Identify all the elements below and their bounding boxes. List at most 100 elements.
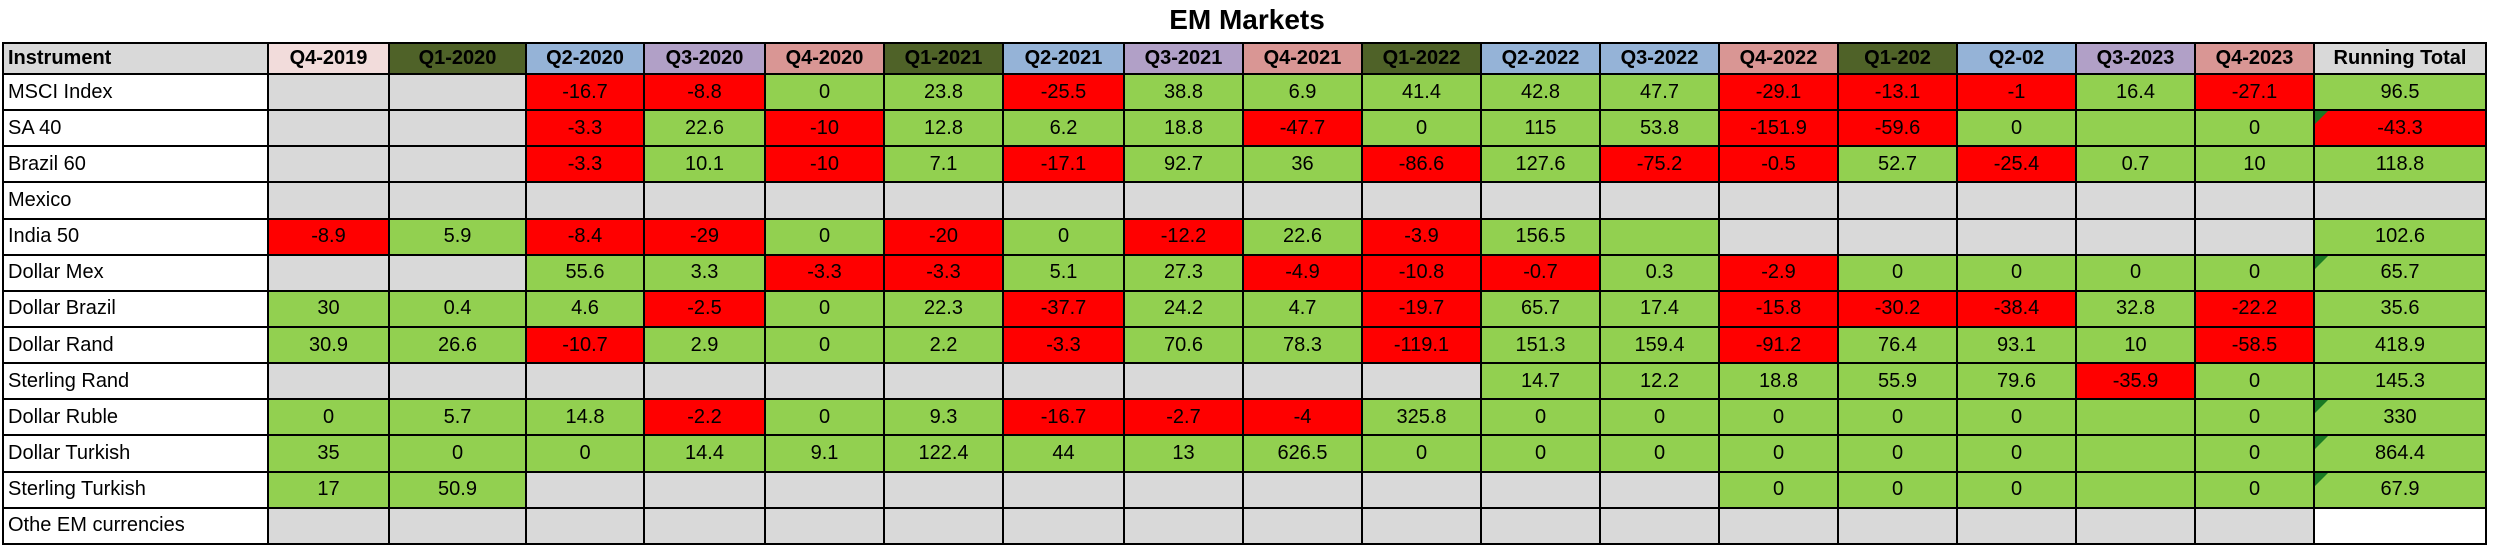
cell-india-50-q3-2020[interactable]: -29 <box>643 217 766 256</box>
cell-india-50-q4-2019[interactable]: -8.9 <box>267 217 390 256</box>
cell-dollar-mex-q4-2022[interactable]: -2.9 <box>1718 253 1839 292</box>
cell-dollar-turkish-q1-2020[interactable]: 0 <box>388 434 527 473</box>
cell-dollar-turkish-q3-2021[interactable]: 13 <box>1123 434 1244 473</box>
cell-dollar-ruble-q1-2020[interactable]: 5.7 <box>388 398 527 437</box>
cell-india-50-q2-2021[interactable]: 0 <box>1002 217 1125 256</box>
cell-mexico-q2-02[interactable] <box>1956 181 2077 220</box>
cell-dollar-mex-q3-2020[interactable]: 3.3 <box>643 253 766 292</box>
cell-dollar-mex-q3-2022[interactable]: 0.3 <box>1599 253 1720 292</box>
cell-dollar-rand-q2-02[interactable]: 93.1 <box>1956 325 2077 365</box>
cell-dollar-mex-q1-202[interactable]: 0 <box>1837 253 1958 292</box>
cell-mexico-q3-2021[interactable] <box>1123 181 1244 220</box>
cell-brazil-60-q3-2020[interactable]: 10.1 <box>643 145 766 184</box>
cell-msci-index-q3-2023[interactable]: 16.4 <box>2075 72 2196 112</box>
cell-sterling-turkish-q2-02[interactable]: 0 <box>1956 470 2077 509</box>
cell-dollar-ruble-q2-02[interactable]: 0 <box>1956 398 2077 437</box>
cell-sterling-rand-q4-2019[interactable] <box>267 362 390 401</box>
cell-dollar-mex-q1-2021[interactable]: -3.3 <box>883 253 1004 292</box>
cell-othe-em-currencies-q2-2021[interactable] <box>1002 506 1125 546</box>
cell-dollar-rand-q2-2020[interactable]: -10.7 <box>525 325 645 365</box>
cell-dollar-mex-q4-2019[interactable] <box>267 253 390 292</box>
cell-sterling-turkish-q1-2021[interactable] <box>883 470 1004 509</box>
column-header-q1-2022[interactable]: Q1-2022 <box>1361 42 1482 75</box>
cell-dollar-ruble-q2-2020[interactable]: 14.8 <box>525 398 645 437</box>
cell-sterling-rand-q1-2020[interactable] <box>388 362 527 401</box>
cell-dollar-turkish-q3-2020[interactable]: 14.4 <box>643 434 766 473</box>
cell-mexico-q2-2020[interactable] <box>525 181 645 220</box>
cell-dollar-turkish-q3-2023[interactable] <box>2075 434 2196 473</box>
cell-dollar-ruble-q4-2021[interactable]: -4 <box>1242 398 1363 437</box>
cell-dollar-ruble-q2-2021[interactable]: -16.7 <box>1002 398 1125 437</box>
cell-dollar-ruble-q1-202[interactable]: 0 <box>1837 398 1958 437</box>
cell-mexico-q4-2019[interactable] <box>267 181 390 220</box>
row-label[interactable]: SA 40 <box>2 109 269 148</box>
cell-dollar-brazil-q1-2022[interactable]: -19.7 <box>1361 289 1482 328</box>
cell-dollar-brazil-q3-2022[interactable]: 17.4 <box>1599 289 1720 328</box>
cell-sterling-turkish-running-total[interactable]: 67.9 <box>2313 470 2487 509</box>
cell-msci-index-q4-2022[interactable]: -29.1 <box>1718 72 1839 112</box>
cell-dollar-brazil-q2-2022[interactable]: 65.7 <box>1480 289 1601 328</box>
cell-sterling-rand-q2-2022[interactable]: 14.7 <box>1480 362 1601 401</box>
cell-sterling-turkish-q3-2023[interactable] <box>2075 470 2196 509</box>
cell-mexico-q1-2021[interactable] <box>883 181 1004 220</box>
cell-othe-em-currencies-q1-2021[interactable] <box>883 506 1004 546</box>
cell-msci-index-q3-2020[interactable]: -8.8 <box>643 72 766 112</box>
row-label[interactable]: Sterling Turkish <box>2 470 269 509</box>
cell-brazil-60-q4-2020[interactable]: -10 <box>764 145 885 184</box>
cell-sterling-rand-q4-2023[interactable]: 0 <box>2194 362 2315 401</box>
column-header-q3-2021[interactable]: Q3-2021 <box>1123 42 1244 75</box>
cell-msci-index-q3-2022[interactable]: 47.7 <box>1599 72 1720 112</box>
cell-msci-index-q1-202[interactable]: -13.1 <box>1837 72 1958 112</box>
cell-sterling-rand-q4-2021[interactable] <box>1242 362 1363 401</box>
cell-dollar-brazil-q2-02[interactable]: -38.4 <box>1956 289 2077 328</box>
cell-dollar-brazil-q1-202[interactable]: -30.2 <box>1837 289 1958 328</box>
cell-dollar-rand-q4-2023[interactable]: -58.5 <box>2194 325 2315 365</box>
cell-dollar-ruble-running-total[interactable]: 330 <box>2313 398 2487 437</box>
cell-sa-40-q4-2023[interactable]: 0 <box>2194 109 2315 148</box>
cell-dollar-rand-q1-2022[interactable]: -119.1 <box>1361 325 1482 365</box>
cell-dollar-turkish-q2-02[interactable]: 0 <box>1956 434 2077 473</box>
cell-msci-index-q2-02[interactable]: -1 <box>1956 72 2077 112</box>
cell-othe-em-currencies-q2-2020[interactable] <box>525 506 645 546</box>
column-header-q4-2021[interactable]: Q4-2021 <box>1242 42 1363 75</box>
cell-dollar-mex-q4-2020[interactable]: -3.3 <box>764 253 885 292</box>
cell-dollar-mex-q2-2020[interactable]: 55.6 <box>525 253 645 292</box>
cell-othe-em-currencies-q1-202[interactable] <box>1837 506 1958 546</box>
cell-india-50-q1-2020[interactable]: 5.9 <box>388 217 527 256</box>
cell-othe-em-currencies-q3-2022[interactable] <box>1599 506 1720 546</box>
cell-othe-em-currencies-q4-2019[interactable] <box>267 506 390 546</box>
cell-sterling-rand-q3-2022[interactable]: 12.2 <box>1599 362 1720 401</box>
column-header-instrument[interactable]: Instrument <box>2 42 269 75</box>
cell-dollar-rand-q3-2022[interactable]: 159.4 <box>1599 325 1720 365</box>
cell-sa-40-q1-2021[interactable]: 12.8 <box>883 109 1004 148</box>
cell-mexico-q4-2022[interactable] <box>1718 181 1839 220</box>
cell-dollar-turkish-q1-2022[interactable]: 0 <box>1361 434 1482 473</box>
cell-india-50-q2-2022[interactable]: 156.5 <box>1480 217 1601 256</box>
cell-sterling-rand-q1-202[interactable]: 55.9 <box>1837 362 1958 401</box>
cell-dollar-turkish-q4-2022[interactable]: 0 <box>1718 434 1839 473</box>
cell-sterling-rand-q3-2020[interactable] <box>643 362 766 401</box>
cell-othe-em-currencies-q4-2023[interactable] <box>2194 506 2315 546</box>
cell-mexico-running-total[interactable] <box>2313 181 2487 220</box>
cell-othe-em-currencies-q2-02[interactable] <box>1956 506 2077 546</box>
cell-dollar-ruble-q4-2022[interactable]: 0 <box>1718 398 1839 437</box>
cell-othe-em-currencies-q3-2021[interactable] <box>1123 506 1244 546</box>
cell-dollar-turkish-q1-202[interactable]: 0 <box>1837 434 1958 473</box>
cell-dollar-ruble-q4-2023[interactable]: 0 <box>2194 398 2315 437</box>
cell-dollar-brazil-q1-2020[interactable]: 0.4 <box>388 289 527 328</box>
cell-sterling-rand-q1-2021[interactable] <box>883 362 1004 401</box>
cell-sa-40-q4-2022[interactable]: -151.9 <box>1718 109 1839 148</box>
cell-brazil-60-q4-2021[interactable]: 36 <box>1242 145 1363 184</box>
column-header-q3-2020[interactable]: Q3-2020 <box>643 42 766 75</box>
cell-sterling-turkish-q4-2020[interactable] <box>764 470 885 509</box>
cell-mexico-q3-2020[interactable] <box>643 181 766 220</box>
cell-dollar-mex-q2-2021[interactable]: 5.1 <box>1002 253 1125 292</box>
column-header-q1-202[interactable]: Q1-202 <box>1837 42 1958 75</box>
row-label[interactable]: Dollar Turkish <box>2 434 269 473</box>
row-label[interactable]: Dollar Brazil <box>2 289 269 328</box>
cell-dollar-mex-q1-2020[interactable] <box>388 253 527 292</box>
cell-dollar-rand-q1-202[interactable]: 76.4 <box>1837 325 1958 365</box>
column-header-q2-02[interactable]: Q2-02 <box>1956 42 2077 75</box>
cell-dollar-turkish-q2-2021[interactable]: 44 <box>1002 434 1125 473</box>
cell-msci-index-q1-2021[interactable]: 23.8 <box>883 72 1004 112</box>
